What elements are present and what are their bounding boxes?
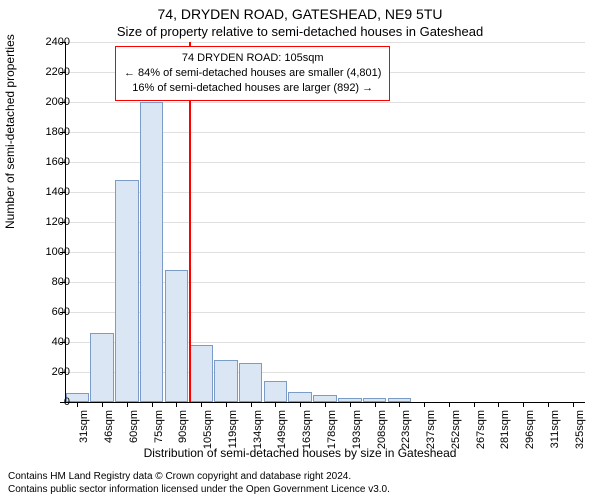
histogram-bar bbox=[214, 360, 238, 402]
x-tick-label: 149sqm bbox=[276, 410, 288, 449]
histogram-bar bbox=[115, 180, 139, 402]
histogram-bar bbox=[140, 102, 164, 402]
y-tick-label: 2400 bbox=[30, 36, 70, 48]
x-tick-label: 75sqm bbox=[153, 410, 165, 443]
x-tick-label: 134sqm bbox=[252, 410, 264, 449]
x-tick-label: 46sqm bbox=[103, 410, 115, 443]
x-tick-label: 223sqm bbox=[400, 410, 412, 449]
histogram-bar bbox=[239, 363, 263, 402]
y-tick-label: 2000 bbox=[30, 96, 70, 108]
y-tick-label: 800 bbox=[30, 276, 70, 288]
x-tick-label: 281sqm bbox=[499, 410, 511, 449]
y-tick-label: 600 bbox=[30, 306, 70, 318]
y-axis-label: Number of semi-detached properties bbox=[3, 34, 17, 229]
page-title-address: 74, DRYDEN ROAD, GATESHEAD, NE9 5TU bbox=[0, 6, 600, 22]
x-tick-label: 178sqm bbox=[326, 410, 338, 449]
y-tick-label: 200 bbox=[30, 366, 70, 378]
x-tick-label: 252sqm bbox=[450, 410, 462, 449]
histogram-bar bbox=[189, 345, 213, 402]
footer-line-1: Contains HM Land Registry data © Crown c… bbox=[8, 470, 592, 483]
x-tick-label: 105sqm bbox=[202, 410, 214, 449]
x-tick-label: 60sqm bbox=[128, 410, 140, 443]
footer-line-2: Contains public sector information licen… bbox=[8, 483, 592, 496]
annotation-line: 16% of semi-detached houses are larger (… bbox=[124, 81, 381, 96]
x-tick-label: 31sqm bbox=[78, 410, 90, 443]
x-tick-label: 267sqm bbox=[475, 410, 487, 449]
annotation-box: 74 DRYDEN ROAD: 105sqm← 84% of semi-deta… bbox=[115, 46, 390, 101]
y-tick-label: 0 bbox=[30, 396, 70, 408]
x-tick-label: 208sqm bbox=[376, 410, 388, 449]
annotation-line: 74 DRYDEN ROAD: 105sqm bbox=[124, 51, 381, 66]
histogram-bar bbox=[90, 333, 114, 402]
x-tick-label: 325sqm bbox=[574, 410, 586, 449]
footer-attribution: Contains HM Land Registry data © Crown c… bbox=[8, 470, 592, 496]
x-tick-label: 90sqm bbox=[177, 410, 189, 443]
x-axis-label: Distribution of semi-detached houses by … bbox=[0, 446, 600, 460]
x-tick-label: 193sqm bbox=[351, 410, 363, 449]
y-tick-label: 1600 bbox=[30, 156, 70, 168]
x-tick-label: 119sqm bbox=[227, 410, 239, 448]
y-tick-label: 2200 bbox=[30, 66, 70, 78]
y-tick-label: 1200 bbox=[30, 216, 70, 228]
histogram-bar bbox=[264, 381, 288, 402]
y-tick-label: 400 bbox=[30, 336, 70, 348]
y-tick-label: 1800 bbox=[30, 126, 70, 138]
x-tick-label: 237sqm bbox=[425, 410, 437, 449]
histogram-bar bbox=[288, 392, 312, 403]
histogram-bar bbox=[165, 270, 189, 402]
histogram-bar bbox=[313, 395, 337, 403]
y-tick-label: 1400 bbox=[30, 186, 70, 198]
y-tick-label: 1000 bbox=[30, 246, 70, 258]
page-subtitle: Size of property relative to semi-detach… bbox=[0, 24, 600, 39]
x-tick-label: 311sqm bbox=[549, 410, 561, 448]
x-tick-label: 163sqm bbox=[301, 410, 313, 449]
x-tick-label: 296sqm bbox=[524, 410, 536, 449]
annotation-line: ← 84% of semi-detached houses are smalle… bbox=[124, 66, 381, 81]
